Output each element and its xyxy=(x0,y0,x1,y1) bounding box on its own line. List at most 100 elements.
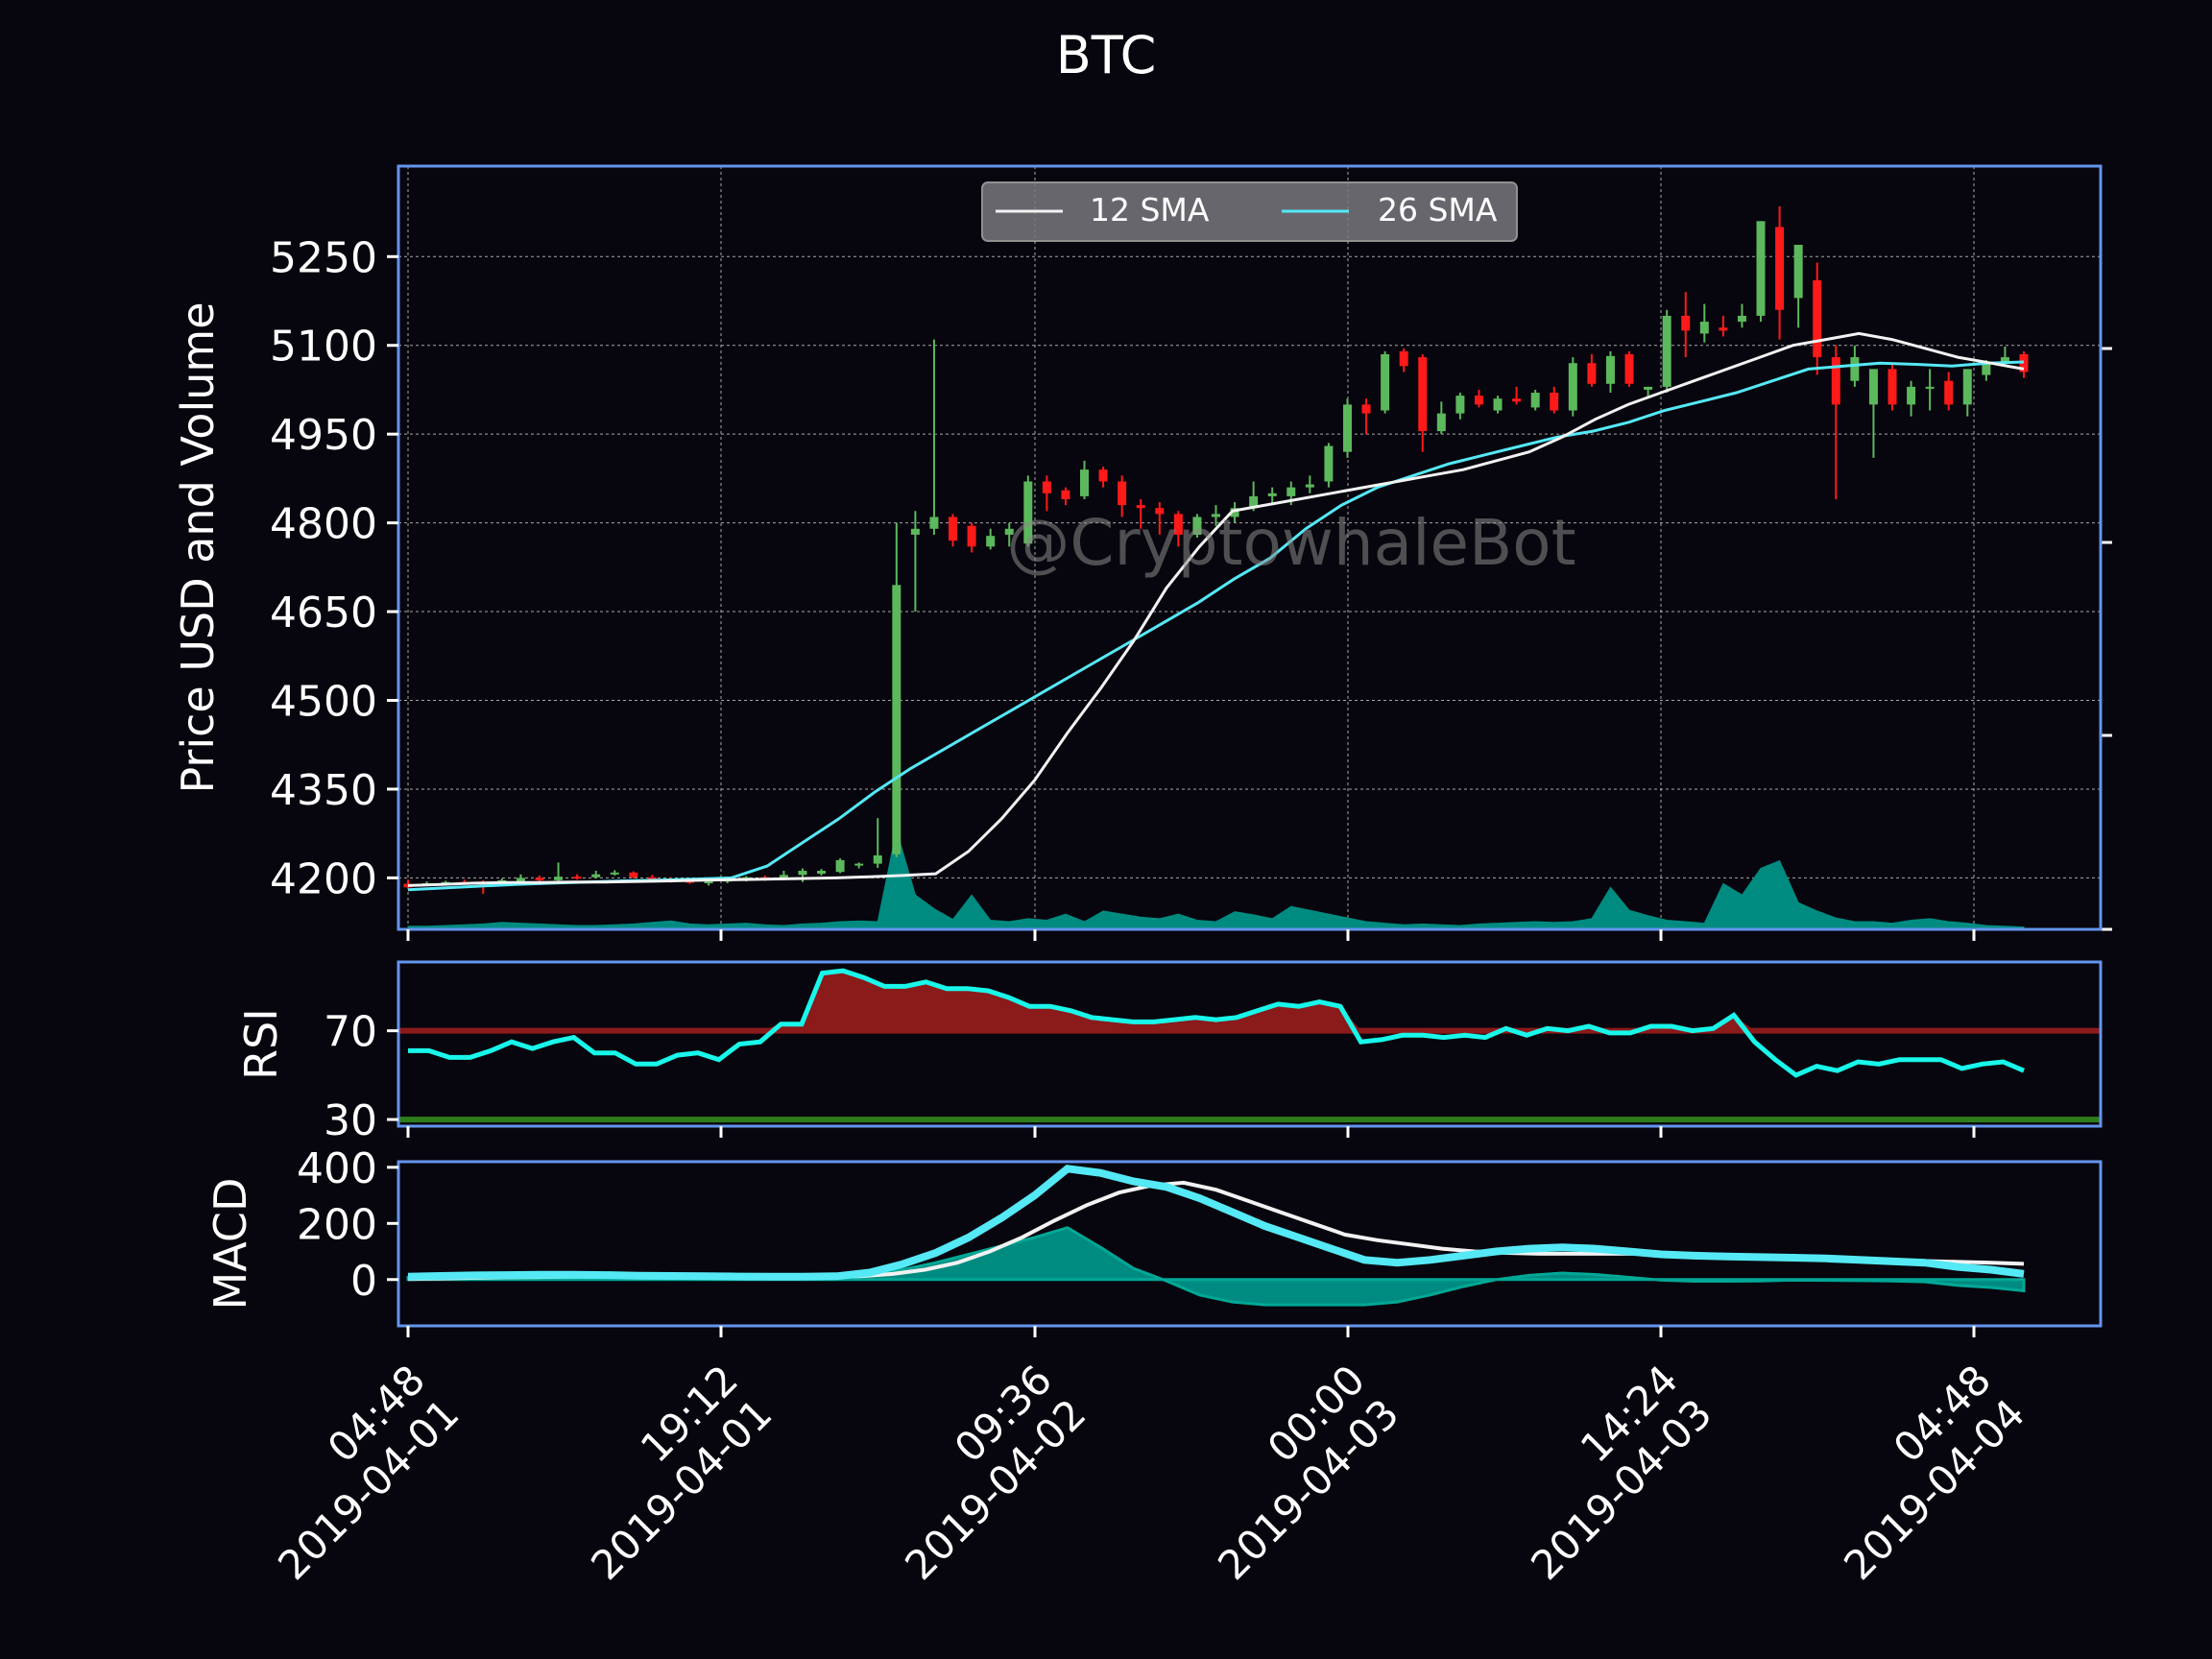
candle-body-28 xyxy=(929,517,939,529)
candle-body-71 xyxy=(1737,315,1746,323)
candle-body-54 xyxy=(1418,357,1428,432)
candle-body-68 xyxy=(1681,315,1691,331)
price-y-tick-label-5100: 5100 xyxy=(270,323,377,372)
candle-body-66 xyxy=(1644,386,1653,390)
candle-body-50 xyxy=(1342,404,1352,452)
candle-body-49 xyxy=(1324,445,1334,482)
candle-body-85 xyxy=(2000,357,2009,364)
candle-body-12 xyxy=(629,872,638,878)
candle-body-9 xyxy=(572,877,582,879)
candle-body-22 xyxy=(817,870,827,875)
candle-body-48 xyxy=(1305,484,1314,488)
candle-body-16 xyxy=(704,881,713,884)
candle-body-23 xyxy=(835,859,845,873)
macd-panel: 0 200 400 MACD xyxy=(204,1144,2103,1337)
candle-body-29 xyxy=(949,517,958,541)
price-panel: @CryptowhaleBot 12 SMA 26 SMA 4200 4350 4500 4… xyxy=(172,164,2112,941)
candle-body-80 xyxy=(1907,386,1916,405)
candle-body-57 xyxy=(1474,396,1483,405)
candle-body-69 xyxy=(1699,322,1709,334)
rsi-y-tick-label-30: 30 xyxy=(324,1096,377,1145)
rsi-y-tick-label-70: 70 xyxy=(324,1008,377,1057)
price-y-tick-label-4800: 4800 xyxy=(270,500,377,549)
candle-body-33 xyxy=(1023,481,1033,544)
candle-body-27 xyxy=(910,528,920,535)
candle-body-30 xyxy=(967,525,976,547)
legend-label-sma26: 26 SMA xyxy=(1378,191,1498,228)
candle-body-10 xyxy=(591,874,601,878)
candle-body-55 xyxy=(1436,413,1446,432)
candle-body-11 xyxy=(610,872,619,875)
candle-body-37 xyxy=(1098,469,1108,482)
price-y-tick-label-5250: 5250 xyxy=(270,233,377,282)
candle-body-78 xyxy=(1868,369,1878,405)
rsi-line xyxy=(408,968,2025,1078)
candle-body-83 xyxy=(1962,369,1972,405)
candle-body-65 xyxy=(1624,353,1634,384)
candle-body-58 xyxy=(1493,398,1503,411)
sma12-line xyxy=(407,331,2025,887)
candle-body-82 xyxy=(1944,380,1954,405)
candle-body-21 xyxy=(798,870,807,876)
price-y-tick-label-4950: 4950 xyxy=(270,411,377,460)
volume-area xyxy=(407,830,2025,930)
candle-body-35 xyxy=(1061,490,1070,499)
candle-body-72 xyxy=(1756,221,1766,316)
price-y-tick-label-4200: 4200 xyxy=(270,854,377,903)
legend-label-sma12: 12 SMA xyxy=(1090,191,1210,228)
candle-body-67 xyxy=(1662,315,1671,387)
candle-body-43 xyxy=(1212,514,1220,517)
candle-body-61 xyxy=(1550,393,1559,411)
legend-box xyxy=(981,181,1518,242)
price-frame xyxy=(397,164,2103,931)
rsi-overbought-fill xyxy=(408,971,2024,1031)
price-y-tick-label-4650: 4650 xyxy=(270,589,377,637)
candle-body-64 xyxy=(1605,355,1615,384)
price-y-tick-label-4500: 4500 xyxy=(270,678,377,727)
candle-body-70 xyxy=(1719,327,1728,331)
candle-body-8 xyxy=(554,877,564,880)
macd-ylabel: MACD xyxy=(204,1178,256,1310)
candle-body-59 xyxy=(1512,398,1522,402)
candle-body-73 xyxy=(1775,227,1785,310)
candle-body-32 xyxy=(1004,528,1014,535)
macd-y-tick-label-200: 200 xyxy=(297,1200,377,1249)
candle-body-53 xyxy=(1399,350,1408,367)
candle-body-60 xyxy=(1530,393,1540,408)
candle-body-34 xyxy=(1042,481,1051,493)
candle-body-25 xyxy=(873,854,882,864)
candle-body-26 xyxy=(892,585,902,854)
candle-body-46 xyxy=(1267,493,1277,496)
candle-body-39 xyxy=(1136,505,1145,509)
price-y-tick-label-4350: 4350 xyxy=(270,766,377,815)
candle-body-31 xyxy=(986,536,996,547)
candle-body-74 xyxy=(1793,244,1803,299)
candle-body-51 xyxy=(1361,404,1371,414)
candle-body-20 xyxy=(779,875,788,879)
candle-body-84 xyxy=(1982,363,1991,375)
candle-body-56 xyxy=(1455,396,1465,414)
macd-y-tick-label-0: 0 xyxy=(350,1257,377,1306)
candle-body-44 xyxy=(1230,508,1239,517)
candle-body-41 xyxy=(1173,514,1183,535)
candle-body-75 xyxy=(1813,279,1822,358)
chart-title: BTC xyxy=(1056,25,1157,85)
macd-frame xyxy=(397,1160,2103,1328)
price-ylabel: Price USD and Volume xyxy=(172,302,224,794)
macd-y-tick-label-400: 400 xyxy=(297,1144,377,1193)
candle-body-62 xyxy=(1568,363,1577,411)
rsi-ylabel: RSI xyxy=(235,1008,287,1080)
rsi-frame xyxy=(397,960,2103,1128)
candle-body-6 xyxy=(516,878,525,882)
watermark: @CryptowhaleBot xyxy=(1006,506,1575,580)
candle-body-77 xyxy=(1850,357,1860,381)
candle-body-63 xyxy=(1587,363,1597,384)
candle-body-36 xyxy=(1080,469,1090,496)
candle-body-47 xyxy=(1286,487,1296,496)
rsi-panel: 30 70 RSI xyxy=(235,960,2103,1145)
candle-body-81 xyxy=(1925,386,1935,389)
candle-body-7 xyxy=(535,878,544,880)
candle-body-45 xyxy=(1249,495,1259,509)
